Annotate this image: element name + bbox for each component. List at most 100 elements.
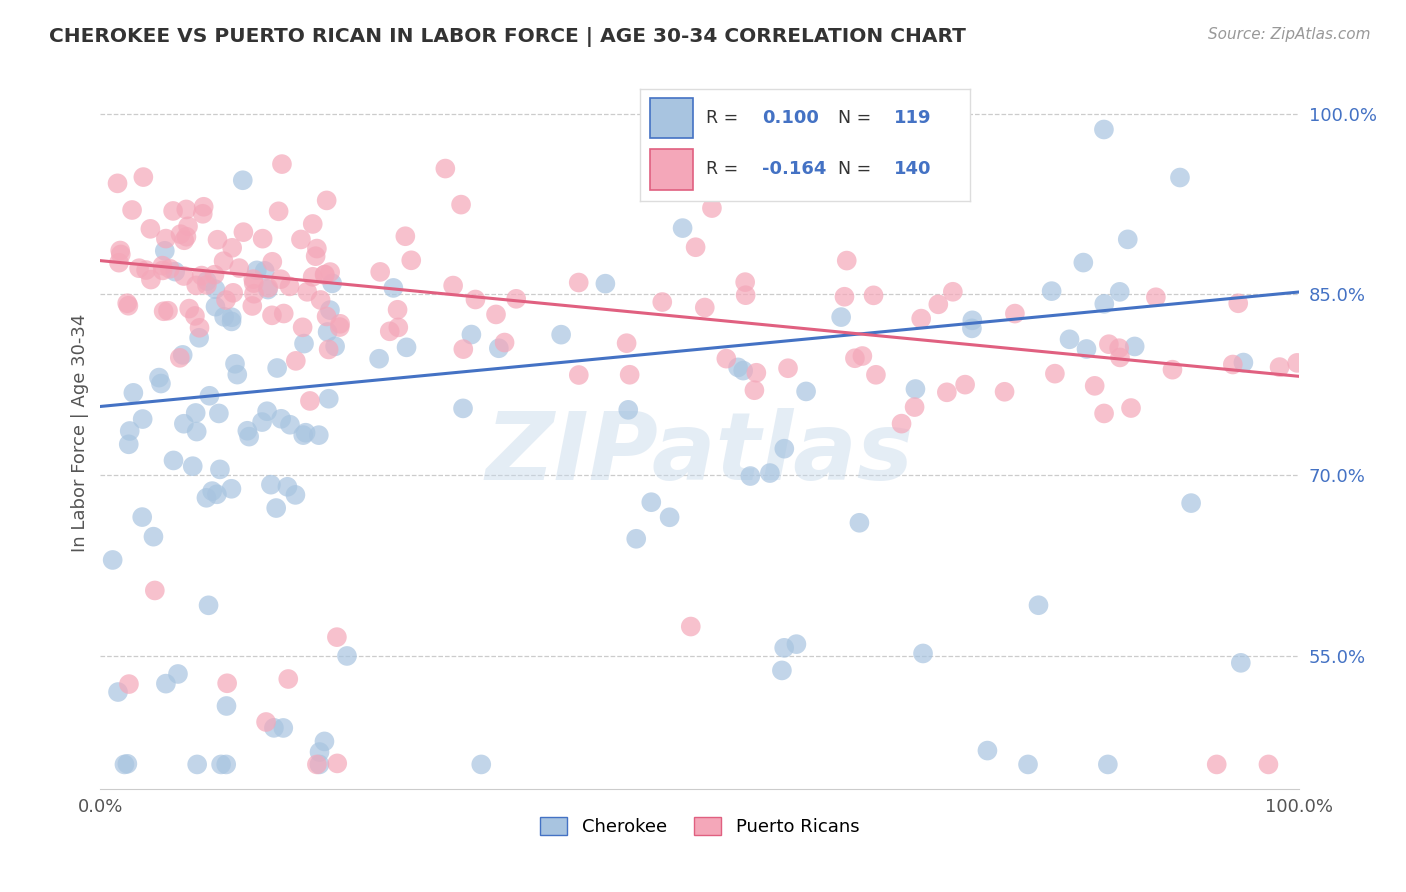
Point <box>1028 599 1050 613</box>
Point <box>935 385 957 400</box>
Point <box>209 757 232 772</box>
Point <box>862 288 884 302</box>
Point <box>759 466 782 480</box>
Point <box>387 302 409 317</box>
Point <box>671 221 693 235</box>
Point <box>201 484 224 499</box>
Point <box>298 393 321 408</box>
Point <box>186 757 208 772</box>
Point <box>640 495 662 509</box>
Point <box>679 619 702 633</box>
Point <box>1084 379 1107 393</box>
Point <box>450 197 472 211</box>
Point <box>378 324 401 338</box>
Point <box>149 376 172 391</box>
Point <box>204 282 226 296</box>
Point <box>568 368 591 382</box>
Text: N =: N = <box>838 161 872 178</box>
Point <box>195 274 218 288</box>
Point <box>284 488 307 502</box>
Point <box>776 361 799 376</box>
Point <box>257 281 280 295</box>
Point <box>276 480 298 494</box>
Point <box>834 290 856 304</box>
Point <box>745 366 768 380</box>
Point <box>1092 297 1115 311</box>
Text: 119: 119 <box>894 109 932 128</box>
Point <box>122 385 145 400</box>
Point <box>221 314 243 328</box>
Point <box>1119 401 1142 415</box>
Point <box>700 201 723 215</box>
Point <box>305 242 328 256</box>
Point <box>207 233 229 247</box>
Point <box>733 363 755 377</box>
Point <box>494 335 516 350</box>
Point <box>253 264 276 278</box>
Point <box>107 177 129 191</box>
Point <box>148 370 170 384</box>
Legend: Cherokee, Puerto Ricans: Cherokee, Puerto Ricans <box>533 810 866 844</box>
Point <box>910 311 932 326</box>
Point <box>215 698 238 713</box>
Point <box>177 219 200 234</box>
Point <box>308 745 330 759</box>
Point <box>314 268 336 282</box>
Point <box>727 360 749 375</box>
Point <box>271 721 294 735</box>
Text: 0.100: 0.100 <box>762 109 818 128</box>
Point <box>395 340 418 354</box>
Point <box>830 310 852 324</box>
Point <box>1004 307 1026 321</box>
Point <box>1180 496 1202 510</box>
Point <box>204 300 226 314</box>
Point <box>290 232 312 246</box>
Point <box>204 268 226 282</box>
Point <box>184 309 207 323</box>
Point <box>464 293 486 307</box>
Point <box>114 757 136 772</box>
Point <box>773 442 796 456</box>
Point <box>266 361 288 376</box>
Point <box>441 278 464 293</box>
Point <box>232 225 254 239</box>
Point <box>142 530 165 544</box>
Point <box>152 259 174 273</box>
Point <box>139 272 162 286</box>
Point <box>188 320 211 334</box>
Point <box>135 263 157 277</box>
Point <box>904 382 927 396</box>
Point <box>292 428 315 442</box>
Point <box>277 672 299 686</box>
Point <box>1092 122 1115 136</box>
Point <box>770 664 793 678</box>
Point <box>155 676 177 690</box>
Point <box>215 757 238 772</box>
Point <box>314 734 336 748</box>
Point <box>848 516 870 530</box>
Point <box>197 599 219 613</box>
Point <box>1109 351 1132 365</box>
Y-axis label: In Labor Force | Age 30-34: In Labor Force | Age 30-34 <box>72 314 89 552</box>
Point <box>173 417 195 431</box>
Point <box>193 200 215 214</box>
Point <box>1268 360 1291 375</box>
Point <box>470 757 492 772</box>
Point <box>118 437 141 451</box>
Point <box>167 667 190 681</box>
Point <box>117 756 139 771</box>
Point <box>1230 656 1253 670</box>
Point <box>174 202 197 217</box>
Point <box>176 229 198 244</box>
Point <box>617 402 640 417</box>
Point <box>224 357 246 371</box>
Point <box>308 428 330 442</box>
Point <box>434 161 457 176</box>
Point <box>1257 757 1279 772</box>
Point <box>131 412 153 426</box>
Point <box>1144 290 1167 304</box>
Point <box>155 231 177 245</box>
Point <box>865 368 887 382</box>
Point <box>693 301 716 315</box>
Point <box>131 510 153 524</box>
